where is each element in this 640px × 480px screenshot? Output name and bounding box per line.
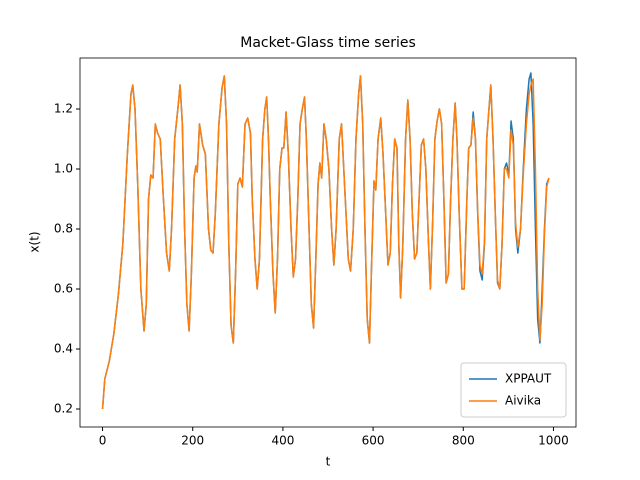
- x-tick-label: 400: [271, 434, 294, 448]
- x-axis-label: t: [326, 455, 331, 469]
- chart-title: Macket-Glass time series: [240, 35, 416, 51]
- series-line: [101, 75, 550, 410]
- legend-box: [460, 362, 567, 418]
- x-tick-label: 0: [99, 434, 107, 448]
- y-tick-label: 0.6: [54, 282, 73, 296]
- y-tick-label: 0.2: [54, 402, 73, 416]
- y-tick-label: 1.0: [54, 162, 73, 176]
- legend-label: Aivika: [505, 394, 541, 408]
- x-tick-label: 200: [181, 434, 204, 448]
- y-tick-label: 0.4: [54, 342, 73, 356]
- x-tick-label: 1000: [538, 434, 569, 448]
- legend-label: XPPAUT: [505, 372, 552, 386]
- x-tick-label: 600: [362, 434, 385, 448]
- plot-frame: [79, 57, 577, 428]
- y-tick-label: 0.8: [54, 222, 73, 236]
- x-tick-label: 800: [452, 434, 475, 448]
- y-axis-label: x(t): [28, 231, 42, 252]
- y-tick-label: 1.2: [54, 102, 73, 116]
